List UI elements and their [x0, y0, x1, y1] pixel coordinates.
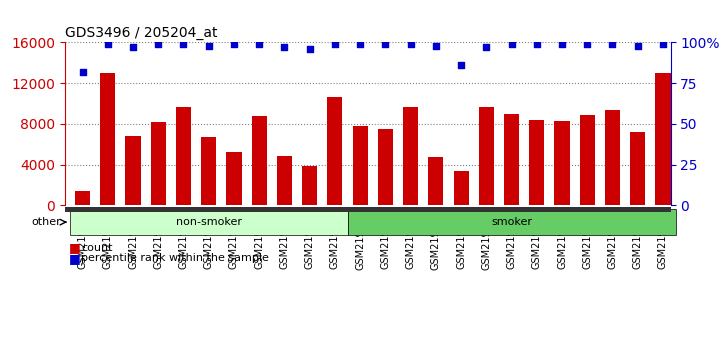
Text: count: count [81, 243, 113, 253]
Bar [302, 166, 317, 205]
Point [456, 62, 467, 68]
Bar [605, 110, 620, 205]
Point [177, 41, 189, 47]
Text: non-smoker: non-smoker [176, 217, 242, 227]
Bar [201, 137, 216, 205]
Bar [226, 152, 242, 205]
Point [481, 45, 492, 50]
Point [405, 41, 417, 47]
Point [607, 41, 619, 47]
Bar [176, 107, 191, 205]
Bar [75, 191, 90, 205]
Bar [479, 107, 494, 205]
Bar [252, 116, 267, 205]
Bar [100, 73, 115, 205]
Point [430, 43, 441, 48]
Bar [327, 97, 342, 205]
Bar [151, 122, 166, 205]
Bar [403, 107, 418, 205]
Point [77, 69, 88, 75]
Point [102, 41, 114, 47]
Bar [125, 136, 141, 205]
Point [581, 41, 593, 47]
Point [203, 43, 215, 48]
Bar [353, 126, 368, 205]
Point [153, 41, 164, 47]
Text: smoker: smoker [491, 217, 532, 227]
Bar [630, 132, 645, 205]
Text: ■: ■ [68, 252, 80, 265]
Bar [529, 120, 544, 205]
Point [304, 46, 316, 52]
Text: GDS3496 / 205204_at: GDS3496 / 205204_at [65, 26, 218, 40]
Point [278, 45, 290, 50]
Bar [655, 73, 671, 205]
Point [557, 41, 568, 47]
Text: ■: ■ [68, 241, 80, 254]
Bar [454, 171, 469, 205]
Bar [277, 156, 292, 205]
Point [658, 41, 669, 47]
Point [355, 41, 366, 47]
Point [229, 41, 240, 47]
Bar [428, 158, 443, 205]
Point [632, 43, 644, 48]
Point [128, 45, 139, 50]
Point [329, 41, 341, 47]
Point [531, 41, 543, 47]
Point [380, 41, 392, 47]
Point [506, 41, 518, 47]
Bar [554, 121, 570, 205]
Text: other: other [32, 217, 61, 227]
Point [254, 41, 265, 47]
Text: percentile rank within the sample: percentile rank within the sample [81, 253, 270, 263]
Bar [580, 115, 595, 205]
Bar [378, 129, 393, 205]
Bar [504, 114, 519, 205]
